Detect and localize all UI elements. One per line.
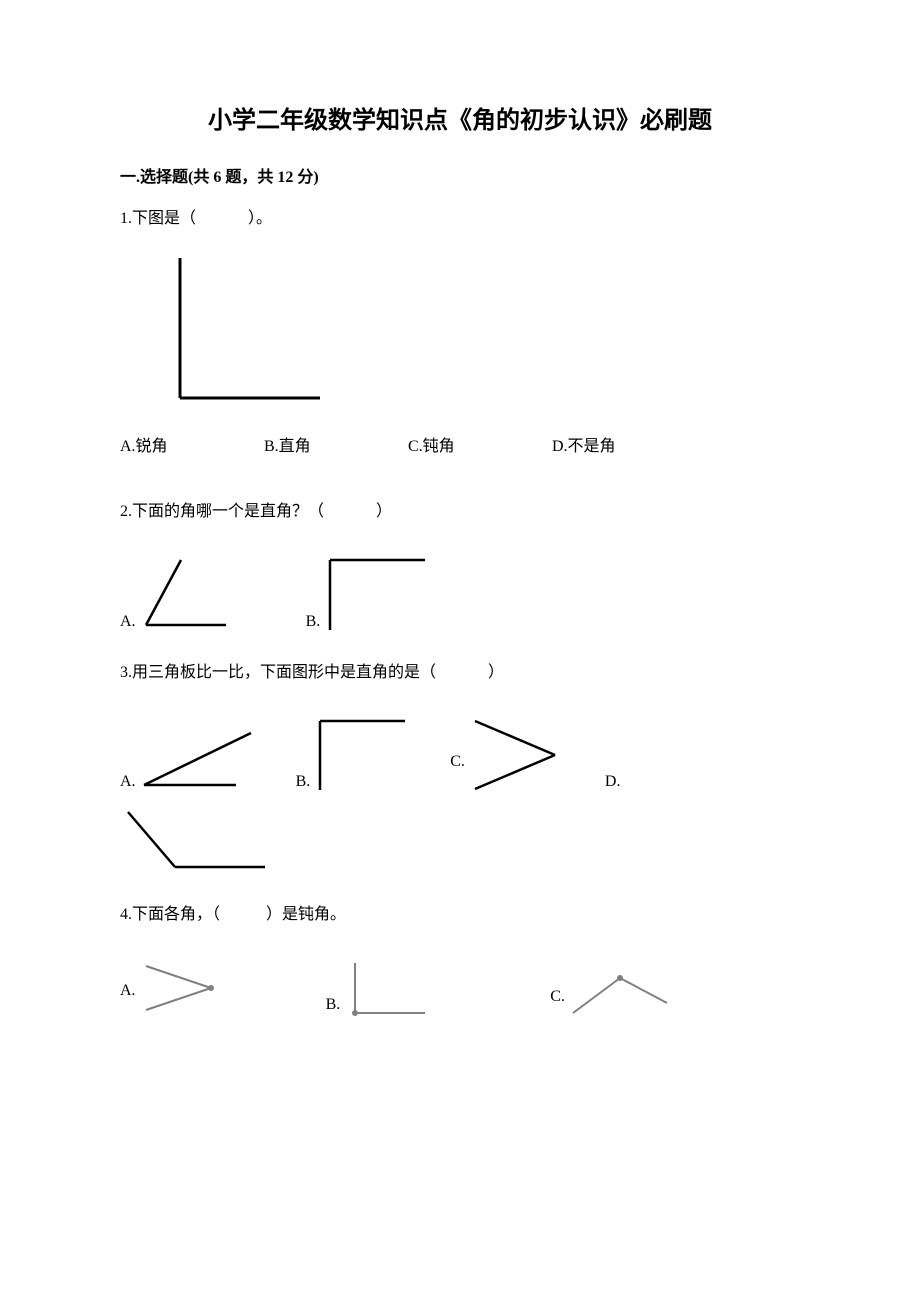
q3-optD-group: D. xyxy=(605,777,621,795)
q4-text: 4.下面各角，（ ）是钝角。 xyxy=(120,901,800,930)
q4-prefix: 4.下面各角，（ xyxy=(120,906,220,923)
q3-text: 3.用三角板比一比，下面图形中是直角的是（ ） xyxy=(120,659,800,688)
q3-labelC: C. xyxy=(450,753,465,771)
q4-optB-group: B. xyxy=(326,958,431,1018)
q4-suffix: ）是钝角。 xyxy=(266,906,346,923)
q1-angle-svg xyxy=(160,248,320,408)
q3-blank xyxy=(436,659,488,688)
q1-figure xyxy=(160,248,800,408)
q3-figA xyxy=(136,725,256,795)
q1-optD: D.不是角 xyxy=(552,432,692,456)
q2-blank xyxy=(324,498,376,527)
q2-labelA: A. xyxy=(120,613,136,631)
q4-blank xyxy=(220,901,266,930)
q3-options-row1: A. B. C. D. xyxy=(120,715,800,795)
q3-labelB: B. xyxy=(296,773,311,791)
q2-options: A. B. xyxy=(120,555,800,635)
q2-labelB: B. xyxy=(306,613,321,631)
q1-optC: C.钝角 xyxy=(408,432,548,456)
q4-figC xyxy=(565,968,675,1018)
section-1-header: 一.选择题(共 6 题，共 12 分) xyxy=(120,163,800,187)
q4-figA xyxy=(136,958,226,1018)
q4-optA-group: A. xyxy=(120,958,226,1018)
q2-prefix: 2.下面的角哪一个是直角？（ xyxy=(120,503,324,520)
q4-labelB: B. xyxy=(326,996,341,1014)
q3-figB xyxy=(310,715,410,795)
q1-prefix: 1.下图是（ xyxy=(120,210,196,227)
q1-blank xyxy=(196,205,248,234)
q3-labelA: A. xyxy=(120,773,136,791)
q2-figA xyxy=(136,555,236,635)
q1-text: 1.下图是（ ）。 xyxy=(120,205,800,234)
q1-optB: B.直角 xyxy=(264,432,404,456)
q3-optB-group: B. xyxy=(296,715,411,795)
q4-labelA: A. xyxy=(120,982,136,1000)
q3-optA-group: A. xyxy=(120,725,256,795)
q2-optA-group: A. xyxy=(120,555,236,635)
q1-suffix: ）。 xyxy=(248,210,272,227)
q2-figB xyxy=(320,555,430,635)
q3-labelD: D. xyxy=(605,773,621,791)
page-title: 小学二年级数学知识点《角的初步认识》必刷题 xyxy=(120,100,800,135)
q3-optC-group: C. xyxy=(450,715,565,795)
q2-text: 2.下面的角哪一个是直角？（ ） xyxy=(120,498,800,527)
q4-labelC: C. xyxy=(550,988,565,1006)
q1-options: A.锐角 B.直角 C.钝角 D.不是角 xyxy=(120,432,800,456)
q3-figD xyxy=(120,807,270,877)
q4-options: A. B. C. xyxy=(120,958,800,1018)
q3-suffix: ） xyxy=(488,664,504,681)
q4-optC-group: C. xyxy=(550,968,675,1018)
q4-figB xyxy=(340,958,430,1018)
q3-figC xyxy=(465,715,565,795)
q2-optB-group: B. xyxy=(306,555,431,635)
q3-options-row2 xyxy=(120,807,800,877)
q2-suffix: ） xyxy=(376,503,392,520)
q3-prefix: 3.用三角板比一比，下面图形中是直角的是（ xyxy=(120,664,436,681)
q1-optA: A.锐角 xyxy=(120,432,260,456)
